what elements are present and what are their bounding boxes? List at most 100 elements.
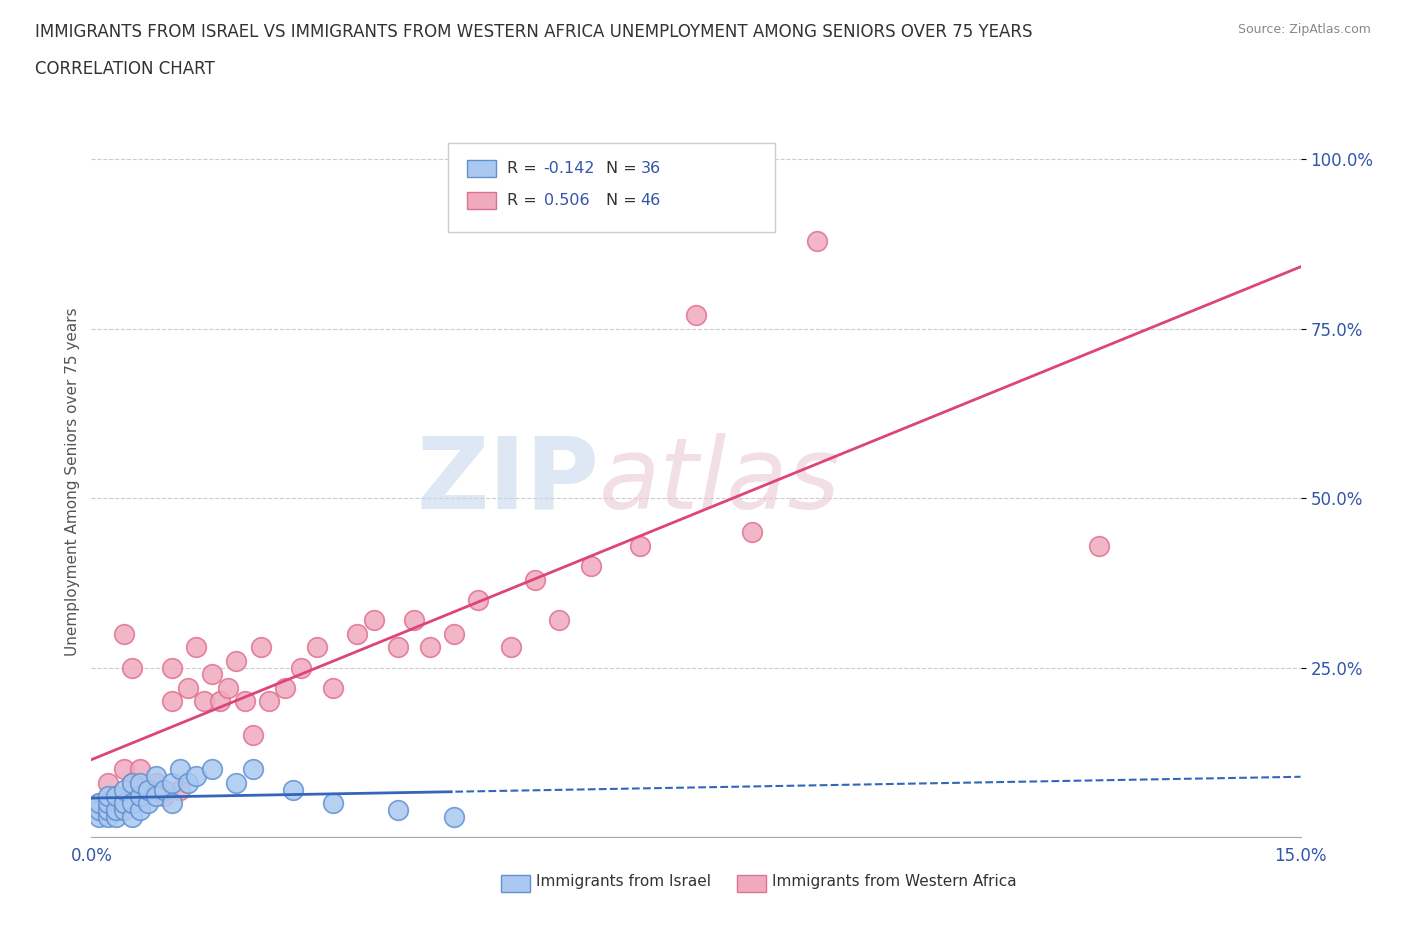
Text: R =: R =	[508, 193, 543, 207]
Point	[89, 803, 111, 817]
Point	[89, 796, 111, 811]
Point	[160, 694, 183, 709]
Point	[177, 681, 200, 696]
Point	[160, 796, 183, 811]
Point	[225, 654, 247, 669]
Text: IMMIGRANTS FROM ISRAEL VS IMMIGRANTS FROM WESTERN AFRICA UNEMPLOYMENT AMONG SENI: IMMIGRANTS FROM ISRAEL VS IMMIGRANTS FRO…	[35, 23, 1032, 41]
Point	[209, 694, 232, 709]
Text: CORRELATION CHART: CORRELATION CHART	[35, 60, 215, 78]
FancyBboxPatch shape	[467, 160, 496, 177]
Point	[145, 776, 167, 790]
Point	[1088, 538, 1111, 553]
Point	[443, 626, 465, 641]
Point	[121, 809, 143, 824]
Point	[96, 796, 118, 811]
Point	[217, 681, 239, 696]
FancyBboxPatch shape	[502, 875, 530, 893]
Point	[104, 789, 127, 804]
Point	[322, 681, 344, 696]
Point	[346, 626, 368, 641]
Point	[201, 762, 224, 777]
Point	[96, 789, 118, 804]
Point	[242, 728, 264, 743]
Point	[128, 803, 150, 817]
Point	[307, 640, 329, 655]
Point	[121, 796, 143, 811]
Point	[419, 640, 441, 655]
FancyBboxPatch shape	[467, 192, 496, 209]
Point	[741, 525, 763, 539]
Text: -0.142: -0.142	[544, 161, 595, 176]
Point	[96, 776, 118, 790]
Point	[169, 762, 191, 777]
Point	[112, 782, 135, 797]
Point	[281, 782, 304, 797]
Point	[225, 776, 247, 790]
Text: atlas: atlas	[599, 432, 841, 530]
Text: Source: ZipAtlas.com: Source: ZipAtlas.com	[1237, 23, 1371, 36]
Point	[128, 789, 150, 804]
Point	[242, 762, 264, 777]
Text: N =: N =	[606, 161, 643, 176]
Point	[201, 667, 224, 682]
Point	[104, 803, 127, 817]
Point	[806, 233, 828, 248]
Point	[402, 613, 425, 628]
Point	[186, 640, 208, 655]
Text: 0.506: 0.506	[544, 193, 589, 207]
Point	[121, 660, 143, 675]
Point	[290, 660, 312, 675]
Point	[249, 640, 271, 655]
Point	[169, 782, 191, 797]
Point	[121, 776, 143, 790]
Point	[145, 768, 167, 783]
Point	[112, 626, 135, 641]
Text: Immigrants from Israel: Immigrants from Israel	[536, 873, 711, 888]
Point	[96, 803, 118, 817]
Point	[136, 796, 159, 811]
Point	[96, 809, 118, 824]
Point	[443, 809, 465, 824]
Point	[387, 640, 409, 655]
Point	[128, 762, 150, 777]
Point	[523, 572, 546, 587]
Point	[579, 559, 602, 574]
Point	[112, 803, 135, 817]
FancyBboxPatch shape	[737, 875, 766, 893]
Point	[121, 776, 143, 790]
Point	[112, 762, 135, 777]
Point	[186, 768, 208, 783]
Text: Immigrants from Western Africa: Immigrants from Western Africa	[772, 873, 1017, 888]
Point	[89, 809, 111, 824]
Point	[160, 776, 183, 790]
Point	[363, 613, 385, 628]
Point	[628, 538, 651, 553]
Text: 46: 46	[640, 193, 661, 207]
Point	[153, 789, 176, 804]
Point	[387, 803, 409, 817]
Text: N =: N =	[606, 193, 643, 207]
Point	[499, 640, 522, 655]
Point	[257, 694, 280, 709]
Text: ZIP: ZIP	[416, 432, 599, 530]
Point	[128, 776, 150, 790]
Text: R =: R =	[508, 161, 543, 176]
Point	[89, 796, 111, 811]
Point	[104, 809, 127, 824]
Point	[233, 694, 256, 709]
Point	[128, 789, 150, 804]
Point	[685, 308, 707, 323]
FancyBboxPatch shape	[449, 143, 775, 232]
Point	[274, 681, 297, 696]
Point	[104, 789, 127, 804]
Text: 36: 36	[640, 161, 661, 176]
Point	[177, 776, 200, 790]
Point	[160, 660, 183, 675]
Point	[193, 694, 215, 709]
Point	[145, 789, 167, 804]
Point	[112, 796, 135, 811]
Point	[136, 782, 159, 797]
Point	[136, 782, 159, 797]
Point	[548, 613, 571, 628]
Point	[153, 782, 176, 797]
